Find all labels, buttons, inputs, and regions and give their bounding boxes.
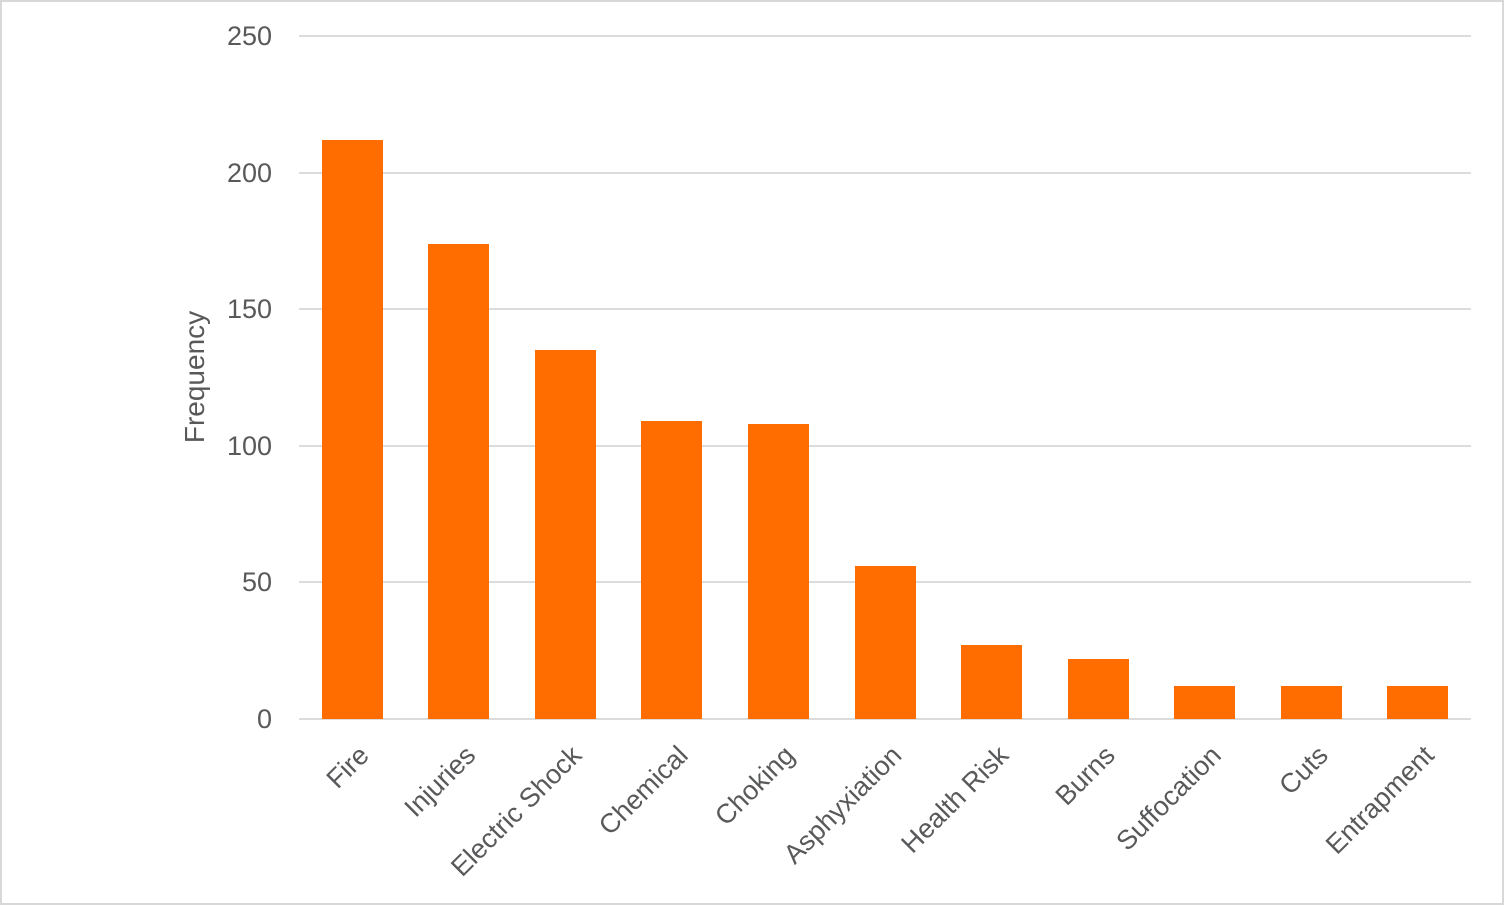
y-tick-label-100: 100 <box>226 430 272 461</box>
gridline-250 <box>299 35 1471 37</box>
bar-cuts <box>1280 686 1342 719</box>
y-tick-label-50: 50 <box>241 567 272 598</box>
x-tick-label-health-risk: Health Risk <box>894 740 1014 859</box>
x-tick-label-injuries: Injuries <box>398 740 482 823</box>
bar-asphyxiation <box>854 566 916 719</box>
gridline-200 <box>299 171 1471 174</box>
x-tick-label-entrapment: Entrapment <box>1320 740 1440 860</box>
bar-burns <box>1067 658 1129 719</box>
y-tick-label-150: 150 <box>226 294 272 325</box>
bar-chemical <box>641 421 703 719</box>
bar-health-risk <box>961 645 1023 719</box>
x-tick-label-suffocation: Suffocation <box>1110 740 1227 857</box>
bar-electric-shock <box>534 350 596 719</box>
bar-suffocation <box>1174 686 1236 719</box>
y-tick-label-250: 250 <box>226 21 272 51</box>
gridline-100 <box>299 444 1471 447</box>
x-tick-label-burns: Burns <box>1049 740 1121 812</box>
gridline-0 <box>299 718 1471 720</box>
x-tick-label-choking: Choking <box>709 740 801 832</box>
gridline-150 <box>299 308 1471 311</box>
bar-fire <box>321 139 383 719</box>
y-axis-title: Frequency <box>179 310 210 444</box>
bar-entrapment <box>1387 686 1449 719</box>
plot-area <box>299 35 1471 720</box>
y-tick-label-0: 0 <box>256 704 272 734</box>
x-tick-label-cuts: Cuts <box>1272 740 1334 801</box>
bar-choking <box>747 423 809 719</box>
x-tick-label-chemical: Chemical <box>593 740 695 841</box>
bar-injuries <box>428 243 490 719</box>
x-tick-label-fire: Fire <box>320 740 375 795</box>
y-tick-label-200: 200 <box>226 157 272 188</box>
